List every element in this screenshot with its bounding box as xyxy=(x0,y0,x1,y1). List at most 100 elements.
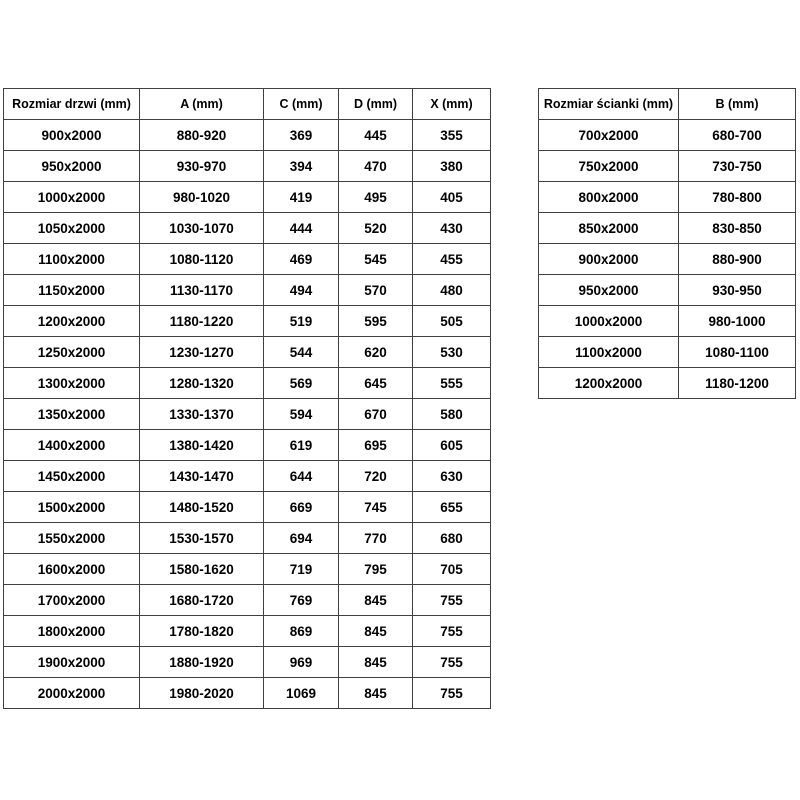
table-row: 2000x2000 1980-2020 1069 845 755 xyxy=(3,677,491,709)
table-cell: 570 xyxy=(338,274,413,306)
column-header: X (mm) xyxy=(412,88,491,120)
table-cell: 719 xyxy=(263,553,339,585)
table-cell: 1200x2000 xyxy=(3,305,140,337)
table-cell: 755 xyxy=(412,584,491,616)
column-header: Rozmiar ścianki (mm) xyxy=(538,88,679,120)
table-cell: 1100x2000 xyxy=(3,243,140,275)
table-cell: 519 xyxy=(263,305,339,337)
column-header: Rozmiar drzwi (mm) xyxy=(3,88,140,120)
table-cell: 630 xyxy=(412,460,491,492)
table-cell: 1130-1170 xyxy=(139,274,264,306)
table-row: 800x2000 780-800 xyxy=(538,181,796,213)
table-cell: 1480-1520 xyxy=(139,491,264,523)
table-cell: 1200x2000 xyxy=(538,367,679,399)
table-cell: 1150x2000 xyxy=(3,274,140,306)
table-cell: 830-850 xyxy=(678,212,796,244)
table-cell: 1330-1370 xyxy=(139,398,264,430)
table-cell: 1530-1570 xyxy=(139,522,264,554)
table-cell: 545 xyxy=(338,243,413,275)
table-cell: 505 xyxy=(412,305,491,337)
table-cell: 1450x2000 xyxy=(3,460,140,492)
table-cell: 1000x2000 xyxy=(3,181,140,213)
table-cell: 1380-1420 xyxy=(139,429,264,461)
table-cell: 495 xyxy=(338,181,413,213)
table-cell: 694 xyxy=(263,522,339,554)
table-cell: 755 xyxy=(412,646,491,678)
table-cell: 1050x2000 xyxy=(3,212,140,244)
column-header: A (mm) xyxy=(139,88,264,120)
table-cell: 1980-2020 xyxy=(139,677,264,709)
table-cell: 644 xyxy=(263,460,339,492)
door-size-table-body: 900x2000 880-920 369 445 355 950x2000 930-970 3… xyxy=(3,119,491,709)
table-cell: 1430-1470 xyxy=(139,460,264,492)
table-cell: 470 xyxy=(338,150,413,182)
header-row: Rozmiar ścianki (mm) B (mm) xyxy=(538,88,796,120)
table-cell: 405 xyxy=(412,181,491,213)
table-cell: 1250x2000 xyxy=(3,336,140,368)
table-cell: 1550x2000 xyxy=(3,522,140,554)
table-cell: 1000x2000 xyxy=(538,305,679,337)
table-cell: 569 xyxy=(263,367,339,399)
table-cell: 1180-1200 xyxy=(678,367,796,399)
table-cell: 455 xyxy=(412,243,491,275)
table-cell: 494 xyxy=(263,274,339,306)
table-cell: 780-800 xyxy=(678,181,796,213)
table-row: 1400x2000 1380-1420 619 695 605 xyxy=(3,429,491,461)
table-cell: 850x2000 xyxy=(538,212,679,244)
table-cell: 680 xyxy=(412,522,491,554)
table-row: 900x2000 880-920 369 445 355 xyxy=(3,119,491,151)
table-cell: 869 xyxy=(263,615,339,647)
table-cell: 445 xyxy=(338,119,413,151)
table-row: 1200x2000 1180-1200 xyxy=(538,367,796,399)
table-row: 1000x2000 980-1000 xyxy=(538,305,796,337)
table-cell: 1100x2000 xyxy=(538,336,679,368)
door-size-table-header: Rozmiar drzwi (mm) A (mm) C (mm) D (mm) X (m… xyxy=(3,88,491,120)
column-header: D (mm) xyxy=(338,88,413,120)
table-cell: 845 xyxy=(338,677,413,709)
wall-size-table-body: 700x2000 680-700 750x2000 730-750 800x2000 78… xyxy=(538,119,796,399)
table-cell: 1900x2000 xyxy=(3,646,140,678)
table-row: 1350x2000 1330-1370 594 670 580 xyxy=(3,398,491,430)
table-cell: 880-920 xyxy=(139,119,264,151)
table-row: 950x2000 930-970 394 470 380 xyxy=(3,150,491,182)
table-row: 1700x2000 1680-1720 769 845 755 xyxy=(3,584,491,616)
table-cell: 1700x2000 xyxy=(3,584,140,616)
table-cell: 620 xyxy=(338,336,413,368)
table-cell: 655 xyxy=(412,491,491,523)
header-row: Rozmiar drzwi (mm) A (mm) C (mm) D (mm) X (m… xyxy=(3,88,491,120)
table-row: 700x2000 680-700 xyxy=(538,119,796,151)
table-cell: 2000x2000 xyxy=(3,677,140,709)
table-row: 900x2000 880-900 xyxy=(538,243,796,275)
table-cell: 469 xyxy=(263,243,339,275)
table-cell: 770 xyxy=(338,522,413,554)
table-cell: 645 xyxy=(338,367,413,399)
table-cell: 555 xyxy=(412,367,491,399)
table-row: 1150x2000 1130-1170 494 570 480 xyxy=(3,274,491,306)
table-cell: 1800x2000 xyxy=(3,615,140,647)
table-cell: 745 xyxy=(338,491,413,523)
table-cell: 950x2000 xyxy=(3,150,140,182)
table-cell: 700x2000 xyxy=(538,119,679,151)
table-cell: 1580-1620 xyxy=(139,553,264,585)
table-cell: 1030-1070 xyxy=(139,212,264,244)
table-row: 1450x2000 1430-1470 644 720 630 xyxy=(3,460,491,492)
table-cell: 795 xyxy=(338,553,413,585)
table-row: 1300x2000 1280-1320 569 645 555 xyxy=(3,367,491,399)
table-cell: 950x2000 xyxy=(538,274,679,306)
table-cell: 380 xyxy=(412,150,491,182)
table-cell: 670 xyxy=(338,398,413,430)
table-cell: 845 xyxy=(338,584,413,616)
table-cell: 595 xyxy=(338,305,413,337)
table-cell: 419 xyxy=(263,181,339,213)
table-row: 1900x2000 1880-1920 969 845 755 xyxy=(3,646,491,678)
table-cell: 544 xyxy=(263,336,339,368)
table-row: 1100x2000 1080-1120 469 545 455 xyxy=(3,243,491,275)
table-cell: 900x2000 xyxy=(538,243,679,275)
table-cell: 1300x2000 xyxy=(3,367,140,399)
table-cell: 580 xyxy=(412,398,491,430)
table-row: 1500x2000 1480-1520 669 745 655 xyxy=(3,491,491,523)
column-header: B (mm) xyxy=(678,88,796,120)
table-cell: 1069 xyxy=(263,677,339,709)
table-cell: 720 xyxy=(338,460,413,492)
